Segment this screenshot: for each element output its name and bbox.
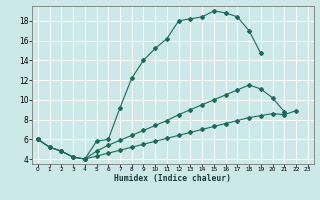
X-axis label: Humidex (Indice chaleur): Humidex (Indice chaleur) <box>114 174 231 183</box>
